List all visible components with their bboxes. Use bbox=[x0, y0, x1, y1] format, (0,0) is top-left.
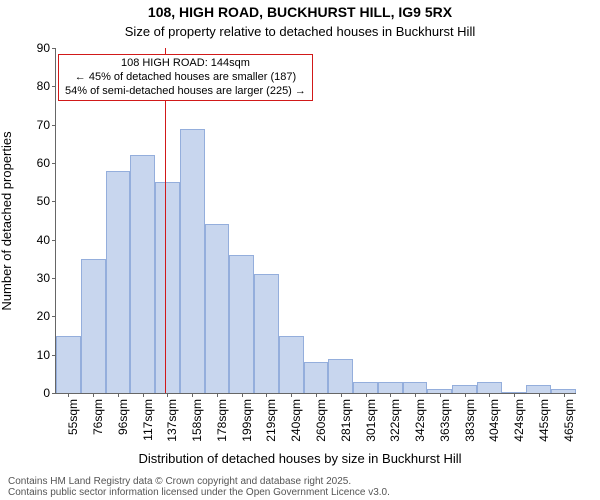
x-axis-label: Distribution of detached houses by size … bbox=[0, 451, 600, 466]
histogram-bar bbox=[229, 255, 254, 393]
x-tick-mark bbox=[266, 393, 267, 397]
x-tick: 96sqm bbox=[116, 399, 130, 435]
annotation-line: 54% of semi-detached houses are larger (… bbox=[65, 85, 306, 99]
histogram-bar bbox=[328, 359, 353, 394]
x-tick: 424sqm bbox=[512, 399, 526, 442]
y-tick: 20 bbox=[37, 309, 56, 323]
histogram-bar bbox=[304, 362, 329, 393]
x-tick: 260sqm bbox=[314, 399, 328, 442]
x-tick: 117sqm bbox=[141, 399, 155, 441]
histogram-bar bbox=[106, 171, 131, 393]
y-tick: 90 bbox=[37, 41, 56, 55]
x-tick: 383sqm bbox=[463, 399, 477, 442]
histogram-bar bbox=[452, 385, 477, 393]
y-tick: 80 bbox=[37, 79, 56, 93]
histogram-bar bbox=[155, 182, 180, 393]
histogram-bar bbox=[378, 382, 403, 394]
x-tick-mark bbox=[118, 393, 119, 397]
histogram-chart: 108, HIGH ROAD, BUCKHURST HILL, IG9 5RX … bbox=[0, 0, 600, 500]
histogram-bar bbox=[403, 382, 428, 394]
histogram-bar bbox=[477, 382, 502, 394]
footer-line-1: Contains HM Land Registry data © Crown c… bbox=[0, 476, 600, 487]
x-tick-mark bbox=[539, 393, 540, 397]
y-tick: 50 bbox=[37, 194, 56, 208]
annotation-line: ← 45% of detached houses are smaller (18… bbox=[65, 71, 306, 85]
x-tick: 55sqm bbox=[66, 399, 80, 435]
histogram-bar bbox=[205, 224, 230, 393]
histogram-bar bbox=[81, 259, 106, 393]
x-tick: 322sqm bbox=[388, 399, 402, 442]
x-tick: 445sqm bbox=[537, 399, 551, 442]
y-axis-label: Number of detached properties bbox=[0, 131, 14, 310]
x-tick: 363sqm bbox=[438, 399, 452, 442]
x-tick-mark bbox=[489, 393, 490, 397]
x-tick: 76sqm bbox=[91, 399, 105, 435]
y-tick: 70 bbox=[37, 118, 56, 132]
histogram-bar bbox=[180, 129, 205, 394]
y-tick: 30 bbox=[37, 271, 56, 285]
x-tick-mark bbox=[366, 393, 367, 397]
x-tick: 137sqm bbox=[165, 399, 179, 442]
x-tick-mark bbox=[390, 393, 391, 397]
x-tick-mark bbox=[143, 393, 144, 397]
x-tick: 240sqm bbox=[289, 399, 303, 442]
x-tick-mark bbox=[465, 393, 466, 397]
chart-subtitle: Size of property relative to detached ho… bbox=[0, 24, 600, 39]
x-tick-mark bbox=[341, 393, 342, 397]
x-tick: 281sqm bbox=[339, 399, 353, 442]
x-tick-mark bbox=[242, 393, 243, 397]
x-tick: 301sqm bbox=[364, 399, 378, 442]
x-tick: 404sqm bbox=[487, 399, 501, 442]
y-tick: 0 bbox=[43, 386, 56, 400]
y-tick: 60 bbox=[37, 156, 56, 170]
x-tick: 158sqm bbox=[190, 399, 204, 442]
x-tick-mark bbox=[167, 393, 168, 397]
x-tick-mark bbox=[93, 393, 94, 397]
y-tick: 10 bbox=[37, 348, 56, 362]
histogram-bar bbox=[279, 336, 304, 394]
plot-area: 010203040506070809055sqm76sqm96sqm117sqm… bbox=[55, 48, 576, 394]
annotation-box: 108 HIGH ROAD: 144sqm← 45% of detached h… bbox=[58, 54, 313, 101]
y-tick: 40 bbox=[37, 233, 56, 247]
x-tick: 199sqm bbox=[240, 399, 254, 442]
chart-footer: Contains HM Land Registry data © Crown c… bbox=[0, 476, 600, 498]
histogram-bar bbox=[353, 382, 378, 394]
x-tick: 465sqm bbox=[562, 399, 576, 442]
x-tick-mark bbox=[217, 393, 218, 397]
annotation-line: 108 HIGH ROAD: 144sqm bbox=[65, 57, 306, 71]
histogram-bar bbox=[526, 385, 551, 393]
histogram-bar bbox=[56, 336, 81, 394]
x-tick-mark bbox=[440, 393, 441, 397]
x-tick-mark bbox=[415, 393, 416, 397]
histogram-bar bbox=[254, 274, 279, 393]
x-tick: 219sqm bbox=[264, 399, 278, 442]
x-tick-mark bbox=[192, 393, 193, 397]
x-tick-mark bbox=[316, 393, 317, 397]
x-tick-mark bbox=[68, 393, 69, 397]
chart-title: 108, HIGH ROAD, BUCKHURST HILL, IG9 5RX bbox=[0, 4, 600, 20]
x-tick: 342sqm bbox=[413, 399, 427, 442]
x-tick-mark bbox=[291, 393, 292, 397]
x-tick-mark bbox=[564, 393, 565, 397]
footer-line-2: Contains public sector information licen… bbox=[0, 487, 600, 498]
x-tick-mark bbox=[514, 393, 515, 397]
histogram-bar bbox=[130, 155, 155, 393]
x-tick: 178sqm bbox=[215, 399, 229, 442]
